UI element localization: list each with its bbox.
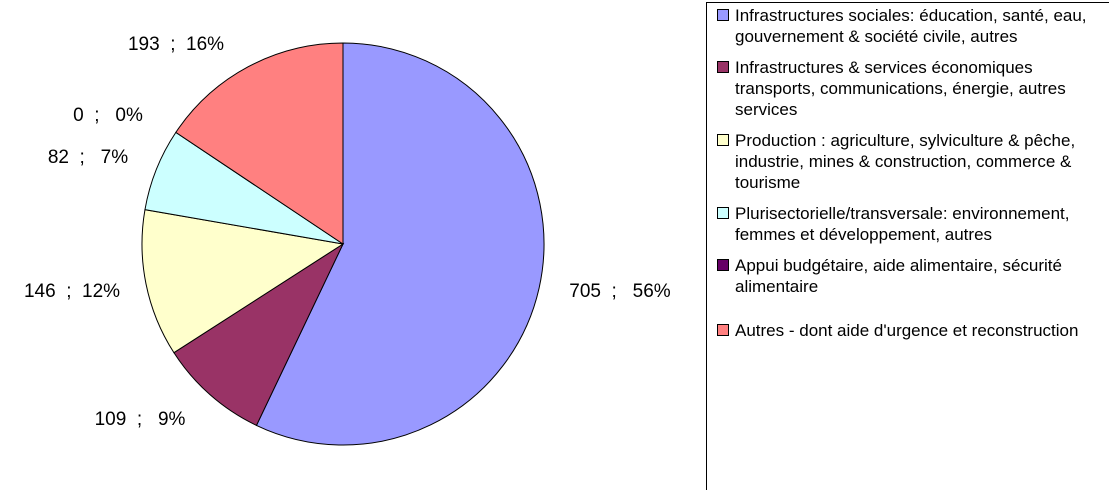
legend-swatch [717,61,729,73]
data-label: 146 ; 12% [24,281,120,302]
legend-swatch [717,134,729,146]
legend-label: Production : agriculture, sylviculture &… [735,131,1076,192]
legend-item: Plurisectorielle/transversale: environne… [717,203,1110,245]
legend-label: Plurisectorielle/transversale: environne… [735,204,1070,244]
data-label: 109 ; 9% [95,409,186,430]
data-label: 82 ; 7% [48,147,128,168]
pie-slice [141,209,345,354]
legend-label: Infrastructures sociales: éducation, san… [735,6,1087,46]
pie-slice [173,242,345,427]
legend-item: Appui budgétaire, aide alimentaire, sécu… [717,255,1110,297]
legend-swatch [717,207,729,219]
data-label: 193 ; 16% [128,34,224,55]
legend-label: Infrastructures & services économiques t… [735,58,1066,119]
data-label: 705 ; 56% [569,281,671,302]
legend-swatch [717,9,729,21]
legend: Infrastructures sociales: éducation, san… [706,2,1109,490]
legend-item: Production : agriculture, sylviculture &… [717,130,1110,193]
legend-label: Appui budgétaire, aide alimentaire, sécu… [735,256,1062,296]
pie-slice [175,42,344,245]
pie-slice [255,42,545,446]
legend-label: Autres - dont aide d'urgence et reconstr… [735,321,1079,340]
pie-area: 705 ; 56% 109 ; 9% 146 ; 12% 82 ; 7% 0 ; 0% 1… [24,34,671,446]
legend-swatch [717,324,729,336]
legend-swatch [717,259,729,271]
legend-item: Infrastructures & services économiques t… [717,57,1110,120]
legend-item: Infrastructures sociales: éducation, san… [717,5,1110,47]
legend-item: Autres - dont aide d'urgence et reconstr… [717,320,1110,341]
data-label: 0 ; 0% [73,105,143,126]
